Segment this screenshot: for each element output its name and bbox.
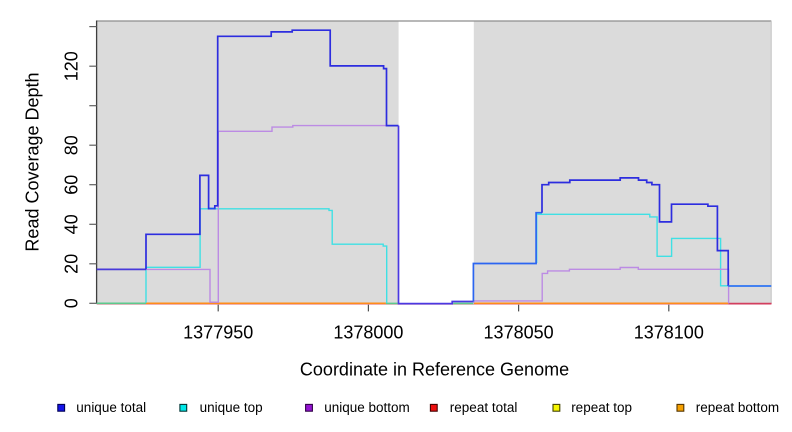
svg-text:repeat total: repeat total <box>450 400 518 415</box>
svg-text:1378050: 1378050 <box>484 323 554 343</box>
svg-text:unique top: unique top <box>200 400 263 415</box>
svg-text:1378100: 1378100 <box>634 323 704 343</box>
svg-text:repeat top: repeat top <box>571 400 632 415</box>
svg-text:1377950: 1377950 <box>183 323 253 343</box>
svg-text:60: 60 <box>62 175 82 195</box>
svg-text:Coordinate in Reference Genome: Coordinate in Reference Genome <box>300 359 569 379</box>
svg-text:80: 80 <box>62 135 82 155</box>
svg-text:unique total: unique total <box>76 400 146 415</box>
svg-text:1378000: 1378000 <box>333 323 403 343</box>
svg-text:repeat bottom: repeat bottom <box>696 400 779 415</box>
svg-text:40: 40 <box>62 214 82 234</box>
svg-text:120: 120 <box>62 51 82 81</box>
svg-text:Read Coverage Depth: Read Coverage Depth <box>22 72 42 251</box>
svg-text:20: 20 <box>62 254 82 274</box>
svg-text:0: 0 <box>62 298 82 308</box>
svg-text:unique bottom: unique bottom <box>324 400 410 415</box>
